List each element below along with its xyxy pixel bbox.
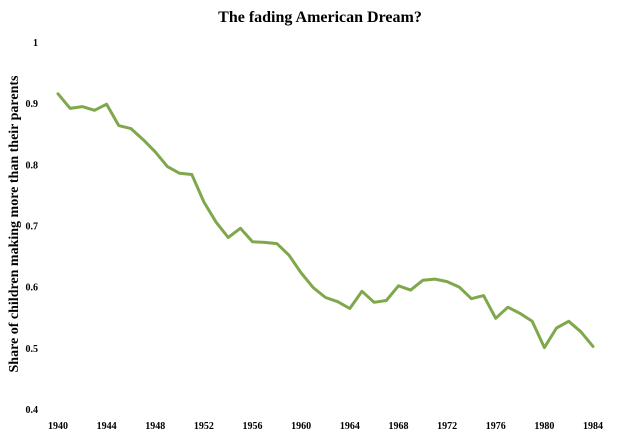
y-tick-label: 0.5 bbox=[26, 344, 39, 355]
x-tick-labels: 1940 1944 1948 1952 1956 1960 1964 1968 1972 1976… bbox=[48, 421, 603, 432]
x-tick-label: 1980 bbox=[534, 421, 554, 432]
x-tick-label: 1968 bbox=[388, 421, 408, 432]
y-tick-label: 0.9 bbox=[26, 99, 39, 110]
x-tick-label: 1944 bbox=[97, 421, 117, 432]
x-tick-label: 1952 bbox=[194, 421, 214, 432]
chart-title: The fading American Dream? bbox=[218, 9, 422, 26]
y-axis-label: Share of children making more than their… bbox=[7, 75, 22, 373]
x-tick-label: 1984 bbox=[583, 421, 603, 432]
x-tick-label: 1948 bbox=[145, 421, 165, 432]
y-tick-label: 0.6 bbox=[26, 283, 39, 294]
y-tick-label: 0.7 bbox=[26, 222, 39, 233]
x-tick-label: 1972 bbox=[437, 421, 457, 432]
y-tick-label: 0.8 bbox=[26, 160, 39, 171]
series-layer bbox=[56, 92, 595, 350]
series-line bbox=[56, 92, 595, 350]
y-tick-label: 1 bbox=[33, 38, 38, 49]
x-tick-label: 1960 bbox=[291, 421, 311, 432]
y-tick-labels: 0.4 0.5 0.6 0.7 0.8 0.9 1 bbox=[26, 38, 39, 416]
y-tick-label: 0.4 bbox=[26, 405, 39, 416]
x-tick-label: 1956 bbox=[243, 421, 263, 432]
x-tick-label: 1964 bbox=[340, 421, 360, 432]
x-tick-label: 1940 bbox=[48, 421, 68, 432]
x-tick-label: 1976 bbox=[486, 421, 506, 432]
